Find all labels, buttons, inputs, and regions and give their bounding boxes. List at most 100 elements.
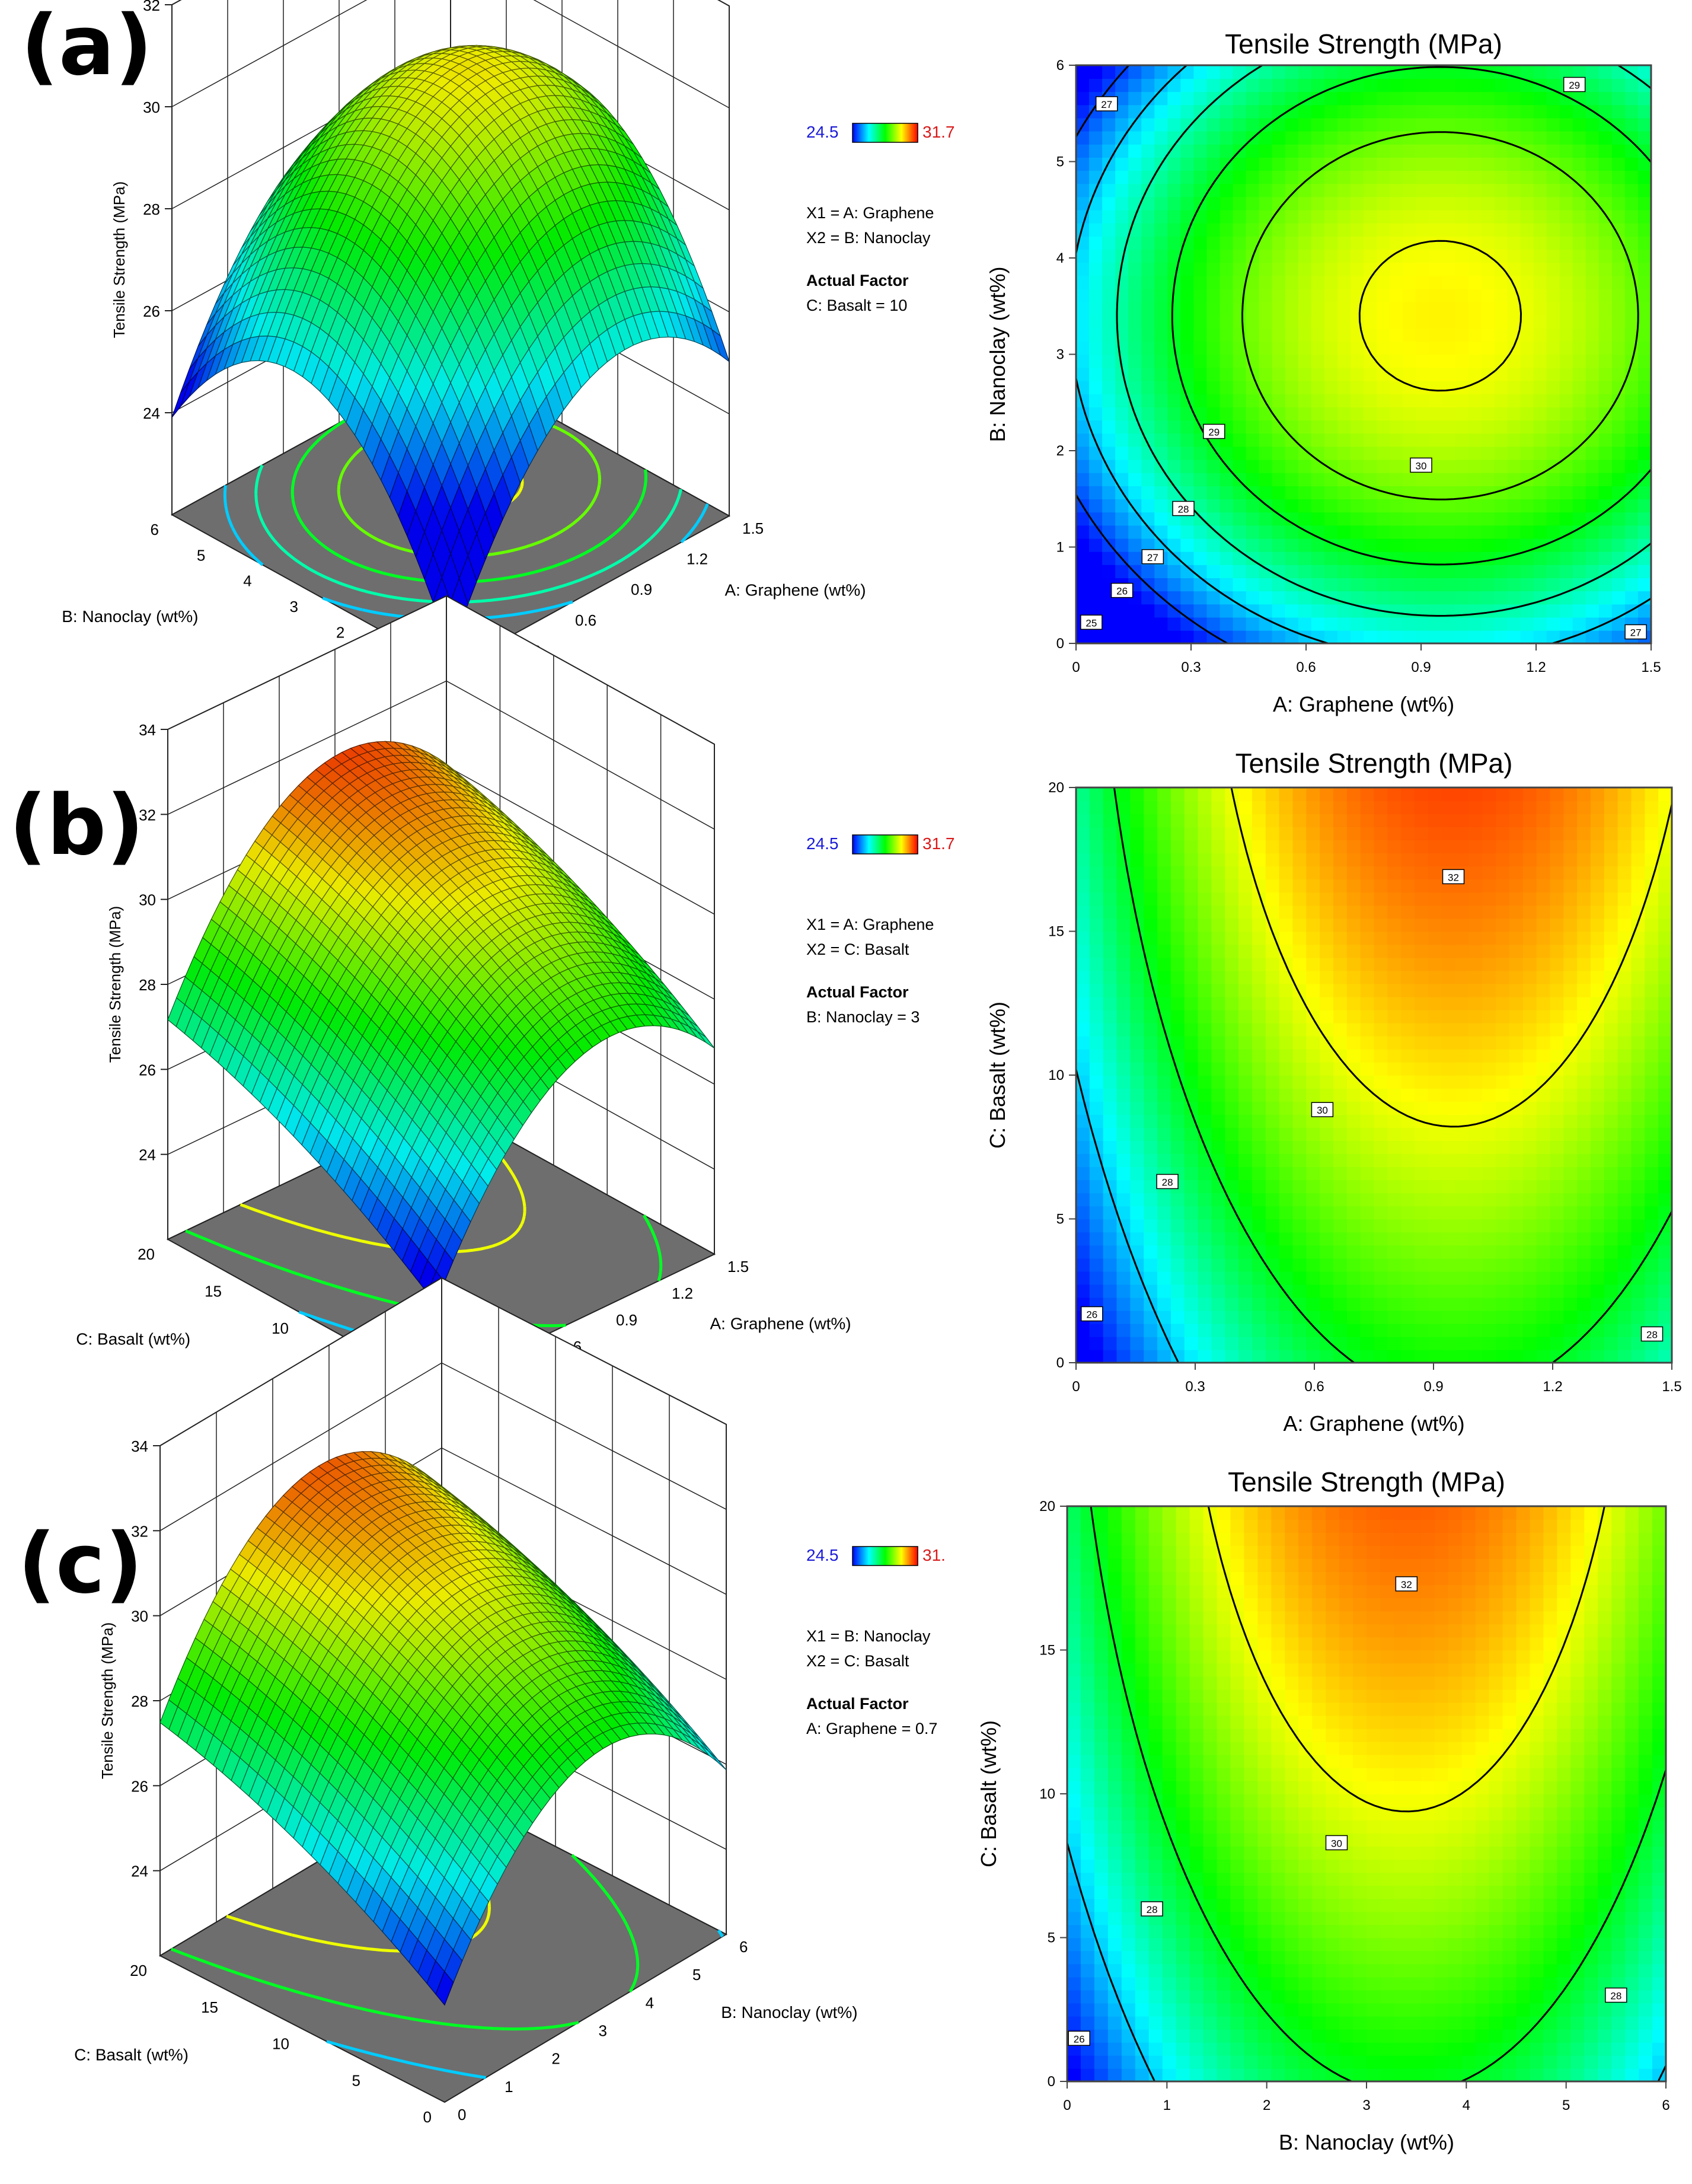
field-cell — [1585, 591, 1600, 605]
field-cell — [1585, 604, 1600, 618]
field-cell — [1455, 104, 1469, 119]
field-cell — [1572, 315, 1586, 329]
field-cell — [1468, 565, 1482, 579]
field-cell — [1559, 130, 1573, 145]
field-cell — [1390, 328, 1403, 342]
field-cell — [1233, 459, 1247, 473]
field-cell — [1259, 104, 1273, 119]
field-cell — [1350, 393, 1364, 407]
field-cell — [1429, 591, 1443, 605]
field-cell — [1559, 249, 1573, 263]
field-cell — [1219, 565, 1234, 579]
field-cell — [1429, 393, 1443, 407]
field-cell — [1416, 407, 1430, 421]
field-cell — [1546, 499, 1560, 513]
legend-x1: X1 = A: Graphene — [806, 204, 934, 222]
field-cell — [1272, 630, 1286, 644]
field-cell — [1364, 604, 1377, 618]
field-cell — [1337, 499, 1351, 513]
field-cell — [1429, 91, 1443, 106]
field-cell — [1102, 328, 1116, 342]
field-cell — [1350, 446, 1364, 460]
field-cell — [1298, 591, 1312, 605]
field-cell — [1377, 499, 1390, 513]
field-cell — [1468, 170, 1482, 184]
field-cell — [1494, 420, 1508, 434]
field-cell — [1337, 222, 1351, 237]
field-cell — [1233, 196, 1247, 211]
field-cell — [1272, 91, 1286, 106]
field-cell — [1298, 104, 1312, 119]
z-tick-label: 30 — [131, 1608, 148, 1625]
field-cell — [1076, 459, 1090, 473]
field-cell — [1102, 78, 1116, 93]
field-cell — [1442, 499, 1456, 513]
field-cell — [1468, 591, 1482, 605]
field-cell — [1128, 91, 1142, 106]
field-cell — [1455, 578, 1469, 592]
field-cell — [1350, 617, 1364, 631]
z-tick-label: 30 — [143, 98, 160, 116]
field-cell — [1429, 236, 1443, 250]
field-cell — [1337, 420, 1351, 434]
field-cell — [1494, 459, 1508, 473]
field-cell — [1285, 565, 1299, 579]
field-cell — [1180, 78, 1195, 93]
field-cell — [1377, 144, 1390, 158]
field-cell — [1128, 78, 1142, 93]
field-cell — [1520, 328, 1534, 342]
field-cell — [1154, 354, 1169, 368]
field-cell — [1167, 236, 1182, 250]
field-cell — [1180, 157, 1195, 171]
field-cell — [1128, 525, 1142, 539]
field-cell — [1572, 617, 1586, 631]
field-cell — [1076, 249, 1090, 263]
field-cell — [1350, 380, 1364, 394]
field-cell — [1364, 104, 1377, 119]
field-cell — [1285, 591, 1299, 605]
field-cell — [1311, 65, 1325, 79]
field-cell — [1233, 157, 1247, 171]
field-cell — [1233, 170, 1247, 184]
field-cell — [1089, 565, 1103, 579]
field-cell — [1076, 301, 1090, 315]
field-cell — [1206, 196, 1221, 211]
legend-x2: X2 = C: Basalt — [806, 940, 909, 958]
field-cell — [1350, 486, 1364, 500]
field-cell — [1337, 433, 1351, 447]
field-cell — [1455, 433, 1469, 447]
field-cell — [1324, 512, 1338, 526]
field-cell — [1285, 604, 1299, 618]
z-tick-label: 32 — [143, 0, 160, 14]
field-cell — [1246, 630, 1260, 644]
field-cell — [1076, 78, 1090, 93]
field-cell — [1272, 551, 1286, 565]
field-cell — [1311, 578, 1325, 592]
field-cell — [1364, 249, 1377, 263]
field-cell — [1416, 157, 1430, 171]
field-cell — [1102, 380, 1116, 394]
field-cell — [1246, 209, 1260, 224]
field-cell — [1128, 486, 1142, 500]
field-cell — [1481, 78, 1495, 93]
field-cell — [1206, 604, 1221, 618]
field-cell — [1324, 407, 1338, 421]
field-cell — [1403, 591, 1416, 605]
field-cell — [1337, 157, 1351, 171]
field-cell — [1193, 222, 1208, 237]
field-cell — [1364, 328, 1377, 342]
field-cell — [1455, 393, 1469, 407]
field-cell — [1572, 459, 1586, 473]
field-cell — [1403, 65, 1416, 79]
y-tick-label: 6 — [151, 521, 159, 538]
field-cell — [1546, 288, 1560, 302]
field-cell — [1311, 130, 1325, 145]
y-tick-label: 20 — [130, 1962, 147, 1979]
field-cell — [1520, 367, 1534, 381]
field-cell — [1076, 578, 1090, 592]
x-tick-label: 5 — [692, 1966, 701, 1984]
field-cell — [1167, 170, 1182, 184]
legend-factor: C: Basalt = 10 — [806, 296, 907, 314]
field-cell — [1572, 222, 1586, 237]
